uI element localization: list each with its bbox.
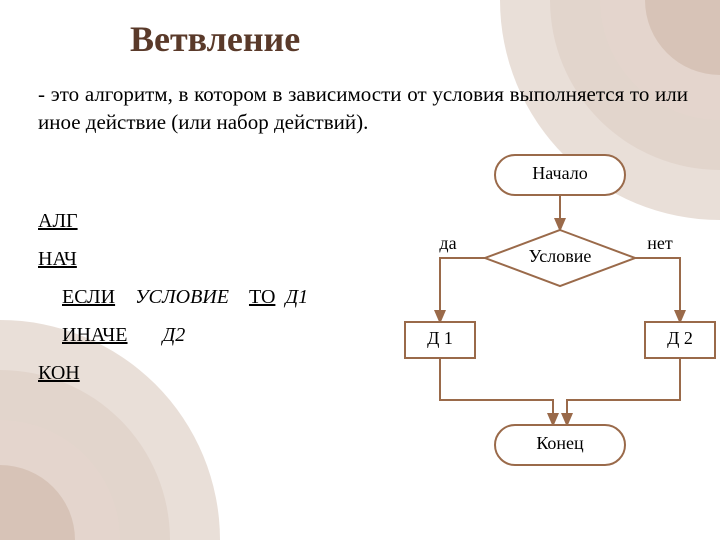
slide: Ветвление - это алгоритм, в котором в за… [0,0,720,540]
flow-edge [440,258,485,322]
svg-text:да: да [439,233,456,253]
svg-text:Д 2: Д 2 [667,328,693,348]
svg-text:Конец: Конец [536,433,584,453]
flow-edge [567,358,680,425]
flow-edge [635,258,680,322]
svg-text:Условие: Условие [529,246,592,266]
flowchart: Начало Условие Д 1 Д 2 Конец да нет [0,0,720,540]
svg-text:Начало: Начало [532,163,587,183]
flow-edge [440,358,553,425]
svg-text:Д 1: Д 1 [427,328,453,348]
svg-text:нет: нет [647,233,673,253]
